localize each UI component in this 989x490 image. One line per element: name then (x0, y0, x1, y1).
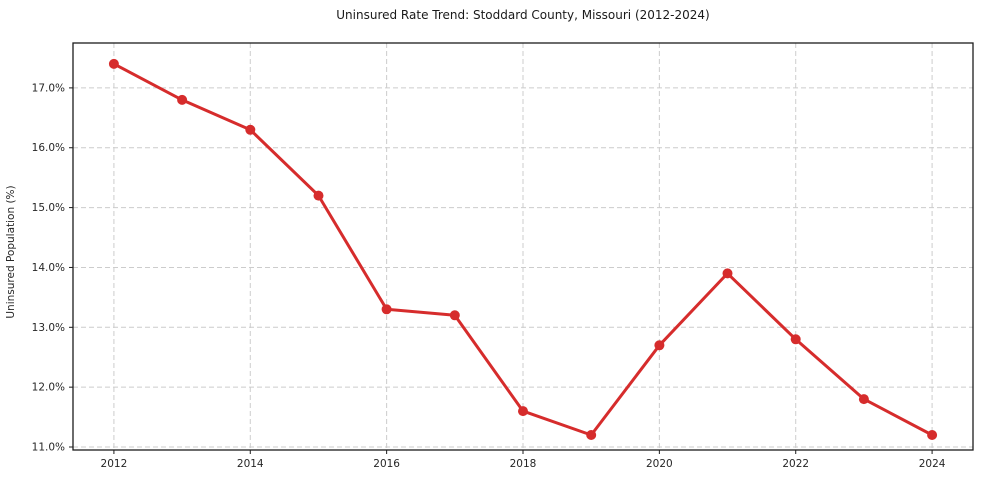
data-point-2015 (313, 190, 324, 201)
data-point-2013 (177, 94, 188, 105)
y-tick-label: 13.0% (32, 322, 65, 334)
x-tick-label: 2022 (782, 458, 809, 470)
y-tick-label: 12.0% (32, 382, 65, 394)
y-axis-label: Uninsured Population (%) (5, 185, 17, 318)
y-tick-label: 17.0% (32, 82, 65, 94)
x-tick-label: 2016 (373, 458, 400, 470)
y-tick-label: 14.0% (32, 262, 65, 274)
x-tick-label: 2020 (646, 458, 673, 470)
x-tick-label: 2014 (237, 458, 264, 470)
data-point-2019 (586, 430, 597, 440)
data-point-2022 (790, 334, 801, 345)
series-layer (108, 58, 938, 440)
data-point-2020 (654, 340, 665, 351)
gridlines-layer (73, 43, 973, 450)
data-point-2023 (858, 394, 869, 405)
x-tick-label: 2024 (919, 458, 946, 470)
data-point-2024 (927, 430, 938, 440)
data-point-2018 (518, 406, 528, 417)
data-point-2021 (722, 268, 733, 279)
y-tick-label: 11.0% (32, 442, 65, 454)
data-point-2012 (108, 58, 119, 69)
y-tick-label: 15.0% (32, 202, 65, 214)
x-tick-label: 2012 (101, 458, 128, 470)
x-tick-label: 2018 (510, 458, 537, 470)
data-point-2017 (449, 310, 460, 321)
data-point-2014 (245, 124, 256, 135)
axes-layer: 2012 2014 2016 2018 2020 2022 2024 11.0% 12.0% 13… (32, 42, 974, 470)
chart-title: Uninsured Rate Trend: Stoddard County, M… (336, 8, 710, 22)
y-tick-label: 16.0% (32, 142, 65, 154)
data-point-2016 (381, 304, 392, 315)
